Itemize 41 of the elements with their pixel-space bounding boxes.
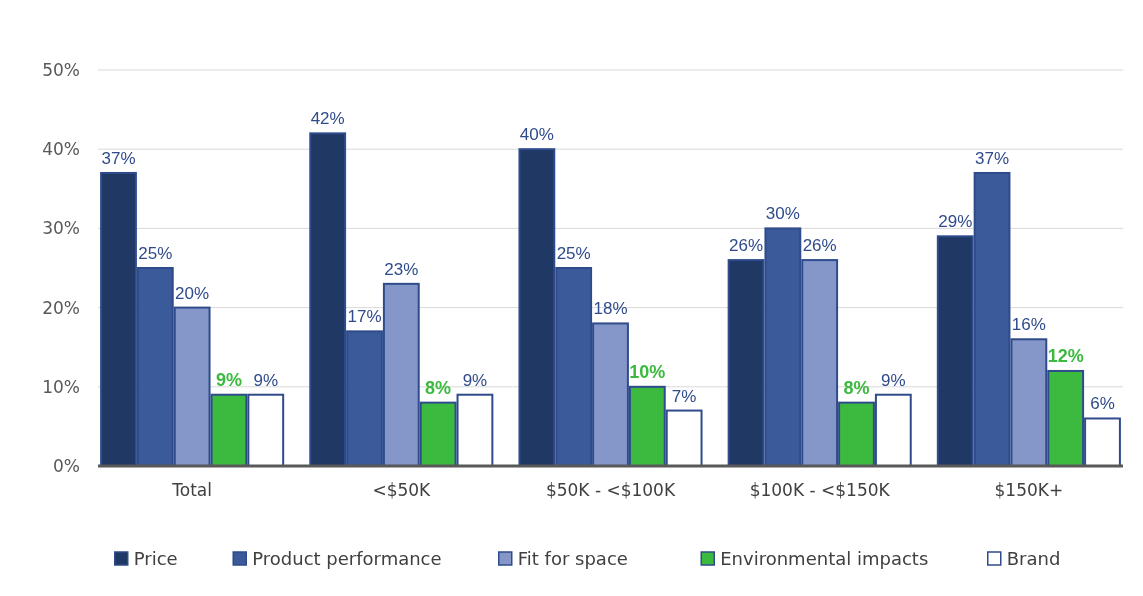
legend-label: Fit for space bbox=[517, 548, 628, 570]
y-tick-label: 30% bbox=[42, 218, 80, 239]
data-label: 29% bbox=[938, 212, 973, 232]
data-label: 42% bbox=[310, 109, 345, 129]
data-label: 26% bbox=[802, 236, 837, 256]
data-label: 9% bbox=[253, 370, 279, 390]
data-label: 25% bbox=[138, 244, 173, 263]
data-label: 6% bbox=[1090, 394, 1115, 414]
data-label: 16% bbox=[1011, 315, 1046, 335]
data-label: 37% bbox=[975, 148, 1010, 168]
data-label: 40% bbox=[519, 125, 554, 145]
data-label: 12% bbox=[1047, 345, 1084, 366]
data-label: 25% bbox=[556, 244, 591, 263]
x-tick-label: $100K - <$150K bbox=[749, 480, 891, 500]
y-tick-label: 0% bbox=[53, 455, 80, 476]
y-tick-label: 40% bbox=[42, 139, 80, 160]
data-label: 8% bbox=[843, 377, 870, 398]
data-label: 7% bbox=[671, 386, 697, 406]
data-label: 30% bbox=[765, 204, 800, 224]
legend-label: Brand bbox=[1006, 548, 1061, 570]
data-label: 10% bbox=[629, 361, 666, 382]
data-label: 37% bbox=[101, 148, 136, 168]
data-label: 17% bbox=[347, 307, 382, 327]
data-label: 9% bbox=[462, 370, 488, 390]
data-label: 20% bbox=[175, 283, 210, 303]
data-label: 8% bbox=[425, 377, 452, 398]
legend-label: Environmental impacts bbox=[720, 548, 929, 570]
data-label: 9% bbox=[215, 369, 242, 390]
x-tick-label: $50K - <$100K bbox=[545, 480, 676, 500]
x-tick-label: Total bbox=[171, 480, 212, 500]
data-label: 9% bbox=[881, 370, 906, 390]
data-label: 23% bbox=[384, 259, 419, 279]
data-label: 18% bbox=[593, 299, 628, 319]
legend-label: Product performance bbox=[252, 548, 442, 570]
x-tick-label: <$50K bbox=[372, 480, 432, 500]
legend-label: Price bbox=[133, 548, 178, 570]
data-label: 26% bbox=[729, 236, 764, 256]
y-tick-label: 10% bbox=[42, 376, 80, 397]
y-tick-label: 50% bbox=[42, 59, 80, 80]
x-tick-label: $150K+ bbox=[994, 480, 1064, 500]
y-tick-label: 20% bbox=[42, 297, 80, 318]
